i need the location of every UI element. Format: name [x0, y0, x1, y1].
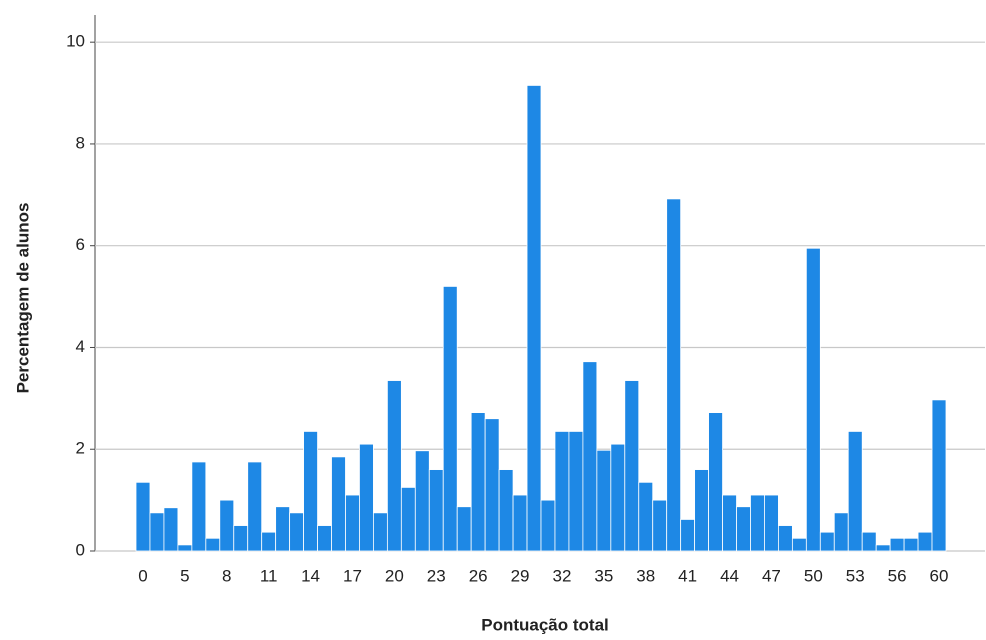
- y-axis-title: Percentagem de alunos: [13, 203, 32, 394]
- x-tick-label: 60: [930, 566, 949, 585]
- x-tick-label: 53: [846, 566, 865, 585]
- y-tick-label: 10: [66, 32, 85, 51]
- bar: [889, 537, 905, 552]
- bar: [847, 431, 863, 552]
- bar: [484, 418, 500, 552]
- bar: [373, 512, 388, 552]
- x-tick-label: 32: [552, 566, 571, 585]
- bar: [778, 525, 793, 552]
- bar: [317, 525, 332, 552]
- bar: [275, 506, 291, 552]
- bar: [512, 494, 528, 552]
- bar: [191, 461, 207, 552]
- bar: [875, 544, 891, 552]
- x-tick-label: 47: [762, 566, 781, 585]
- bar: [247, 461, 263, 552]
- bar: [163, 507, 179, 552]
- bar: [722, 494, 737, 552]
- bar: [554, 431, 570, 552]
- y-tick-label: 6: [76, 235, 85, 254]
- x-tick-label: 41: [678, 566, 697, 585]
- bar: [205, 537, 221, 552]
- bar: [903, 537, 919, 552]
- x-tick-label: 29: [511, 566, 530, 585]
- x-tick-label: 8: [222, 566, 231, 585]
- bar: [917, 531, 933, 552]
- bar: [931, 399, 947, 552]
- bar: [791, 537, 807, 552]
- bar: [233, 525, 249, 552]
- bar: [750, 494, 765, 552]
- bar: [526, 85, 542, 552]
- bar: [289, 512, 304, 552]
- bar: [540, 499, 556, 552]
- bar: [596, 449, 612, 552]
- bar: [694, 469, 709, 552]
- bar: [456, 506, 472, 552]
- bar: [652, 499, 668, 552]
- y-tick-label: 2: [76, 439, 85, 458]
- bar: [149, 512, 165, 552]
- bar: [666, 198, 682, 552]
- x-tick-label: 11: [260, 566, 278, 585]
- bar: [386, 380, 402, 552]
- bar: [331, 456, 346, 552]
- bar: [135, 481, 151, 552]
- x-tick-label: 14: [301, 566, 320, 585]
- x-tick-label: 0: [138, 566, 147, 585]
- bar: [428, 469, 444, 552]
- bar: [708, 412, 723, 552]
- bar: [470, 412, 486, 552]
- x-tick-label: 38: [636, 566, 655, 585]
- x-tick-label: 56: [888, 566, 907, 585]
- bar: [861, 531, 877, 552]
- bar: [345, 494, 360, 552]
- x-tick-label: 17: [343, 566, 362, 585]
- bar: [261, 531, 277, 552]
- bar: [624, 380, 640, 552]
- bar: [177, 544, 193, 552]
- bar: [764, 494, 779, 552]
- bar: [219, 499, 235, 552]
- x-axis-title: Pontuação total: [481, 615, 609, 634]
- bar: [582, 361, 598, 552]
- bar: [805, 247, 821, 552]
- x-tick-label: 35: [594, 566, 613, 585]
- x-tick-label: 5: [180, 566, 189, 585]
- bar: [638, 481, 654, 552]
- bar: [568, 431, 584, 552]
- y-tick-label: 8: [76, 133, 85, 152]
- x-tick-label: 44: [720, 566, 739, 585]
- bar: [819, 531, 835, 552]
- x-tick-label: 23: [427, 566, 446, 585]
- bar: [498, 469, 514, 552]
- y-tick-label: 4: [76, 337, 85, 356]
- bar: [400, 486, 416, 552]
- bar: [833, 512, 849, 552]
- bar: [610, 443, 626, 552]
- x-tick-label: 50: [804, 566, 823, 585]
- bar: [680, 519, 696, 552]
- bar: [736, 506, 751, 552]
- y-tick-label: 0: [76, 540, 85, 559]
- x-tick-label: 20: [385, 566, 404, 585]
- x-tick-label: 26: [469, 566, 488, 585]
- bar: [414, 450, 430, 552]
- bar: [442, 286, 458, 552]
- bar: [303, 431, 318, 552]
- bar: [359, 443, 374, 552]
